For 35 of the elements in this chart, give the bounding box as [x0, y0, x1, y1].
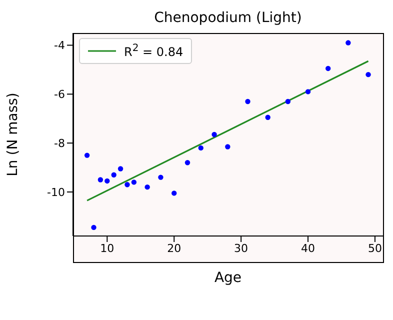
point: [265, 114, 270, 120]
point: [305, 89, 311, 94]
x-tick-label: 30: [234, 242, 248, 255]
point: [84, 152, 90, 158]
point: [245, 98, 250, 104]
legend-label: R$^{2}$ = 0.84: [124, 43, 184, 59]
point: [131, 180, 137, 185]
point: [346, 40, 351, 46]
point: [366, 72, 371, 78]
point: [124, 182, 130, 188]
y-tick-label: -8: [54, 136, 65, 150]
point: [285, 98, 291, 104]
y-tick-label: -4: [54, 39, 65, 52]
y-tick-label: -6: [54, 88, 65, 102]
point: [225, 144, 230, 150]
point: [144, 184, 150, 190]
point: [158, 174, 164, 180]
point: [91, 224, 96, 230]
x-tick-label: 10: [100, 242, 114, 255]
point: [111, 172, 116, 178]
y-tick-label: -10: [47, 186, 65, 199]
x-tick-label: 40: [301, 242, 316, 255]
y-axis-title: Ln (N mass): [4, 92, 21, 176]
point: [98, 177, 104, 182]
point: [198, 145, 204, 151]
point: [212, 132, 217, 138]
x-tick-label: 20: [167, 242, 182, 255]
point: [104, 178, 110, 184]
x-axis-title: Age: [214, 270, 242, 286]
point: [172, 190, 177, 196]
chart-title: Chenopodium (Light): [154, 10, 302, 26]
point: [325, 66, 331, 72]
point: [184, 160, 190, 166]
x-tick-label: 50: [368, 242, 382, 255]
point: [118, 166, 124, 172]
